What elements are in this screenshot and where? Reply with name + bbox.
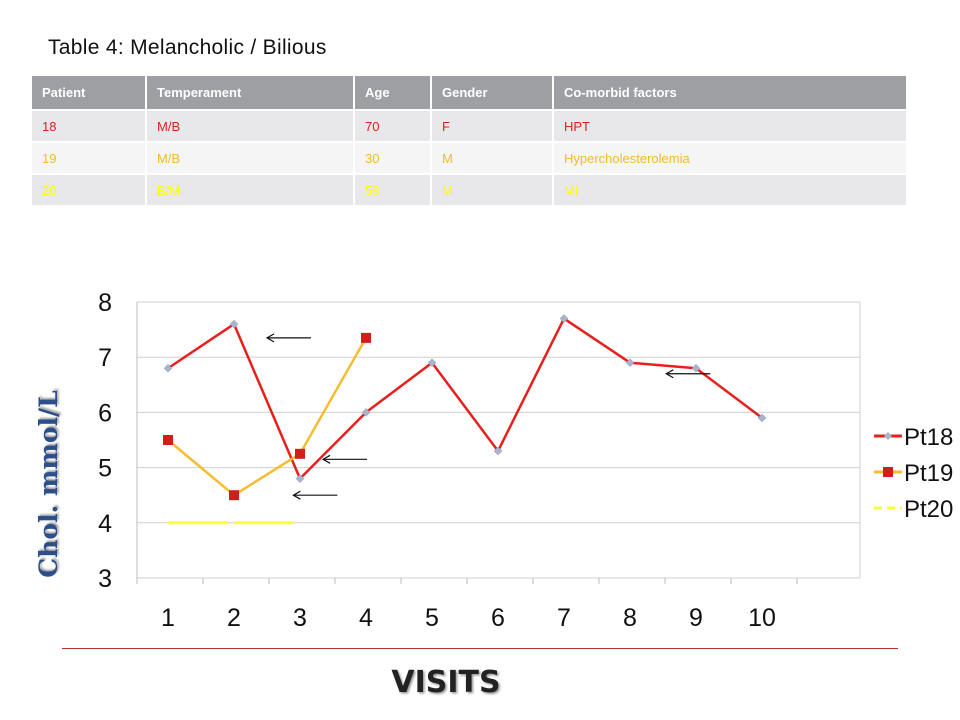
cell-age: 30	[353, 141, 432, 175]
x-tick-label: 9	[689, 604, 703, 632]
data-point-pt18	[361, 408, 371, 417]
data-point-pt19	[163, 435, 173, 445]
cell-comorbid: Hypercholesterolemia	[552, 141, 908, 175]
data-point-pt18	[493, 446, 503, 456]
legend-marker	[884, 432, 892, 440]
data-point-pt18	[163, 363, 173, 373]
legend-label-pt18: Pt18	[904, 424, 953, 451]
series-line-pt19	[167, 337, 368, 497]
legend-label-pt19: Pt19	[904, 460, 953, 487]
data-point-pt18	[757, 413, 767, 423]
y-tick-label: 7	[98, 344, 112, 372]
cell-age: 58	[353, 173, 432, 207]
header-gender: Gender	[430, 74, 554, 111]
cell-temperament: M/B	[145, 141, 355, 175]
annotation-arrowhead	[665, 369, 674, 379]
cell-age: 70	[353, 109, 432, 143]
data-point-pt18	[295, 474, 305, 483]
annotation-arrowhead	[292, 490, 301, 500]
header-age: Age	[353, 74, 432, 111]
annotation-arrowhead	[265, 333, 275, 343]
x-tick-label: 5	[425, 604, 439, 632]
table-header-row: Patient Temperament Age Gender Co-morbid…	[30, 74, 908, 111]
cell-patient: 20	[30, 173, 147, 207]
cell-gender: M	[430, 141, 554, 175]
data-point-pt19	[229, 490, 239, 501]
x-axis-label: VISITS	[391, 665, 500, 700]
cell-gender: M	[430, 173, 554, 207]
cell-temperament: B/M	[145, 173, 355, 207]
annotation-arrowhead	[321, 454, 331, 464]
x-tick-label: 7	[557, 604, 571, 632]
data-point-pt18	[559, 314, 569, 323]
cell-temperament: M/B	[145, 109, 355, 143]
x-tick-label: 1	[161, 604, 175, 632]
data-point-pt19	[295, 448, 305, 459]
table-row: 18 M/B 70 F HPT	[30, 109, 908, 143]
data-point-pt18	[229, 319, 239, 329]
cell-patient: 19	[30, 141, 147, 175]
y-tick-label: 6	[98, 399, 112, 427]
legend-label-pt20: Pt20	[904, 496, 953, 523]
header-temperament: Temperament	[145, 74, 355, 111]
slide-title: Table 4: Melancholic / Bilious	[48, 36, 327, 59]
cell-comorbid: HPT	[552, 109, 908, 143]
cell-comorbid: MI	[552, 173, 908, 207]
data-point-pt19	[361, 332, 371, 343]
x-tick-label: 4	[359, 604, 373, 632]
legend-marker	[883, 467, 893, 477]
patient-table: Patient Temperament Age Gender Co-morbid…	[30, 74, 908, 207]
data-point-pt18	[427, 358, 437, 368]
series-line-pt18	[167, 317, 763, 480]
x-tick-label: 10	[748, 604, 776, 632]
x-tick-label: 3	[293, 604, 307, 632]
header-patient: Patient	[30, 74, 147, 111]
x-tick-label: 8	[623, 604, 637, 632]
cell-patient: 18	[30, 109, 147, 143]
y-tick-label: 3	[98, 565, 112, 593]
x-tick-label: 2	[227, 604, 241, 632]
header-comorbid: Co-morbid factors	[552, 74, 908, 111]
y-axis-label: Chol. mmol/L	[34, 390, 63, 578]
y-tick-label: 4	[98, 510, 112, 538]
x-tick-label: 6	[491, 604, 505, 632]
table-row: 20 B/M 58 M MI	[30, 173, 908, 207]
data-point-pt18	[625, 358, 635, 368]
bottom-divider	[62, 648, 898, 649]
data-point-pt18	[691, 363, 701, 373]
cell-gender: F	[430, 109, 554, 143]
y-tick-label: 8	[98, 289, 112, 317]
y-tick-label: 5	[98, 455, 112, 483]
table-row: 19 M/B 30 M Hypercholesterolemia	[30, 141, 908, 175]
